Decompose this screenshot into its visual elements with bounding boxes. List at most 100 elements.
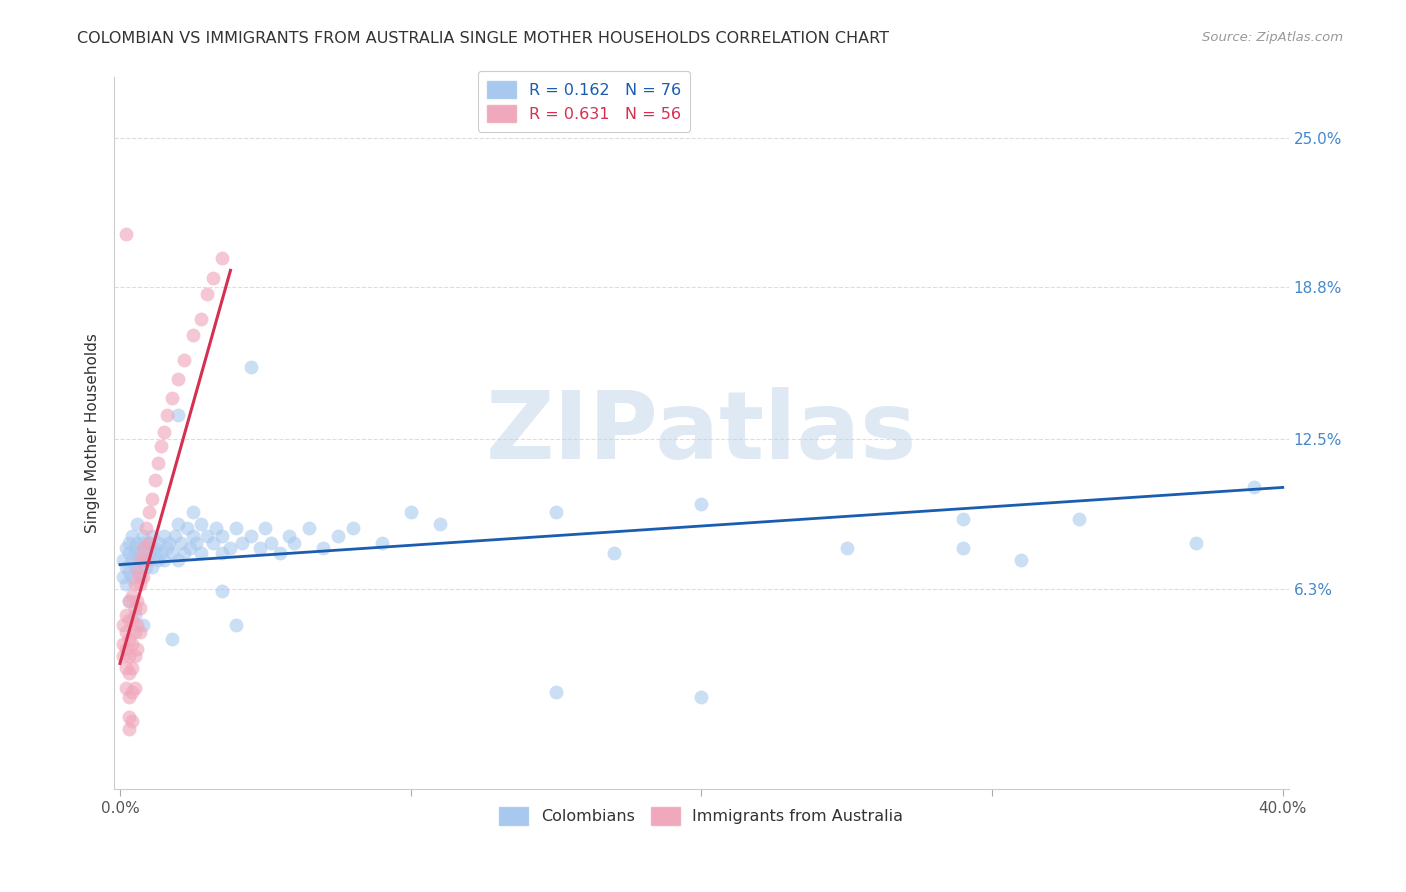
Point	[114, 625, 136, 640]
Point	[1010, 553, 1032, 567]
Point	[181, 504, 204, 518]
Point	[114, 227, 136, 242]
Point	[124, 541, 146, 555]
Point	[249, 541, 271, 555]
Point	[952, 512, 974, 526]
Point	[118, 613, 141, 627]
Point	[157, 536, 180, 550]
Point	[149, 545, 172, 559]
Point	[179, 541, 201, 555]
Point	[162, 545, 184, 559]
Point	[211, 252, 233, 266]
Point	[129, 553, 152, 567]
Point	[167, 372, 190, 386]
Point	[399, 504, 422, 518]
Point	[121, 553, 143, 567]
Point	[121, 714, 143, 729]
Point	[132, 618, 155, 632]
Point	[149, 439, 172, 453]
Point	[129, 601, 152, 615]
Point	[121, 613, 143, 627]
Point	[544, 685, 567, 699]
Point	[127, 642, 149, 657]
Point	[211, 584, 233, 599]
Point	[269, 545, 291, 559]
Point	[181, 529, 204, 543]
Point	[141, 529, 163, 543]
Point	[124, 560, 146, 574]
Point	[118, 632, 141, 647]
Legend: Colombians, Immigrants from Australia: Colombians, Immigrants from Australia	[489, 797, 912, 834]
Point	[111, 618, 134, 632]
Point	[127, 618, 149, 632]
Point	[1243, 480, 1265, 494]
Point	[298, 521, 321, 535]
Point	[155, 541, 177, 555]
Point	[603, 545, 626, 559]
Point	[114, 577, 136, 591]
Point	[162, 632, 184, 647]
Point	[225, 521, 247, 535]
Point	[118, 594, 141, 608]
Point	[118, 536, 141, 550]
Point	[141, 560, 163, 574]
Point	[254, 521, 277, 535]
Point	[211, 545, 233, 559]
Point	[138, 553, 160, 567]
Point	[124, 601, 146, 615]
Point	[239, 529, 262, 543]
Point	[195, 287, 218, 301]
Point	[127, 536, 149, 550]
Point	[173, 545, 195, 559]
Point	[152, 553, 174, 567]
Point	[118, 690, 141, 705]
Point	[111, 553, 134, 567]
Point	[190, 311, 212, 326]
Point	[111, 637, 134, 651]
Point	[143, 545, 166, 559]
Point	[114, 560, 136, 574]
Point	[155, 408, 177, 422]
Point	[146, 536, 169, 550]
Point	[121, 661, 143, 675]
Point	[129, 560, 152, 574]
Point	[111, 569, 134, 583]
Point	[118, 722, 141, 736]
Point	[132, 569, 155, 583]
Point	[173, 352, 195, 367]
Point	[135, 560, 157, 574]
Text: ZIPatlas: ZIPatlas	[485, 387, 917, 479]
Point	[138, 504, 160, 518]
Point	[162, 391, 184, 405]
Point	[114, 681, 136, 695]
Point	[135, 553, 157, 567]
Point	[121, 569, 143, 583]
Point	[132, 541, 155, 555]
Point	[121, 637, 143, 651]
Point	[114, 661, 136, 675]
Point	[124, 625, 146, 640]
Point	[114, 541, 136, 555]
Point	[239, 359, 262, 374]
Point	[127, 594, 149, 608]
Point	[135, 521, 157, 535]
Point	[277, 529, 299, 543]
Point	[205, 521, 228, 535]
Point	[211, 529, 233, 543]
Point	[129, 577, 152, 591]
Point	[143, 541, 166, 555]
Point	[118, 545, 141, 559]
Point	[127, 565, 149, 579]
Point	[342, 521, 364, 535]
Point	[952, 541, 974, 555]
Point	[1184, 536, 1206, 550]
Point	[225, 618, 247, 632]
Point	[121, 529, 143, 543]
Point	[146, 456, 169, 470]
Point	[202, 270, 225, 285]
Point	[170, 536, 193, 550]
Point	[1069, 512, 1091, 526]
Point	[190, 545, 212, 559]
Point	[167, 516, 190, 531]
Point	[690, 497, 713, 511]
